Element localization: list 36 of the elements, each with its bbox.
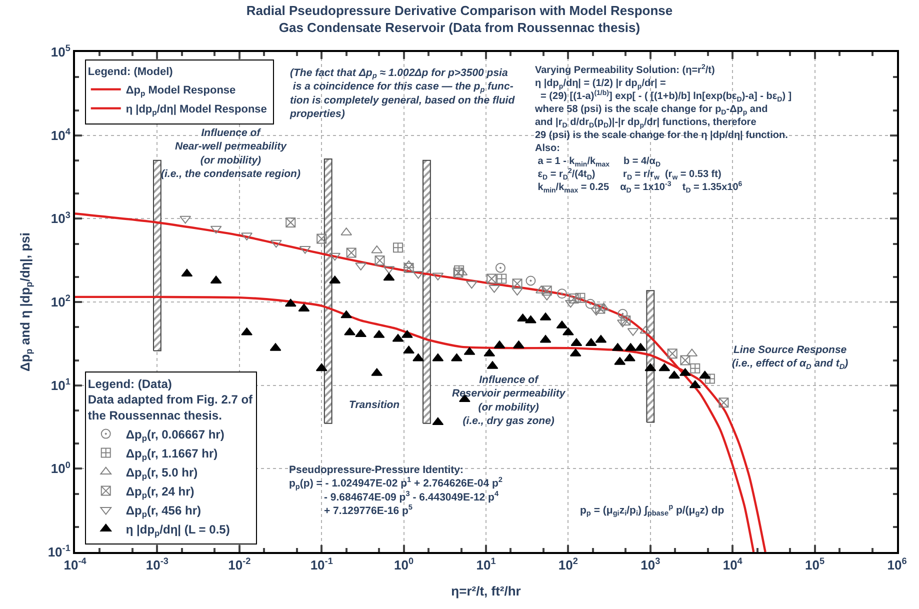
legend-label: Δp$_{p}$(r, 5.0 hr) [126,465,198,481]
text: Pseudopressure-Pressure Identity: p$_{p}$(p) = - 1.024947E-02 p$^{1}$ + 2.764626E-04 p$^{2}$ - 9.684674E-09 p$^{3}$ - 6.443049E-12 p$^{4}$ + 7.129776E-16 p$^{5}$ [289,464,502,517]
y-tick-label: 10$^{1}$ [50,376,70,393]
y-tick-label: 10$^{3}$ [50,210,70,226]
x-tick-label: 10$^{1}$ [476,556,496,573]
legend-label: Δp$_{p}$(r, 24 hr) [126,484,194,500]
x-tick-label: 10$^{3}$ [640,556,660,573]
x-tick-label: 10$^{5}$ [805,556,825,573]
y-tick-label: 10$^{2}$ [50,293,70,310]
y-tick-label: 10$^{5}$ [50,43,70,60]
legend-label: Δp$_{p}$(r, 456 hr) [126,503,201,519]
x-tick-label: 10$^{6}$ [887,556,907,573]
legend-label: Δp$_{p}$(r, 0.06667 hr) [126,427,224,443]
x-tick-label: 10$^{-2}$ [228,556,251,573]
annotation: Transition [349,399,400,411]
x-tick-label: 10$^{0}$ [394,556,414,573]
x-tick-label: 10$^{-1}$ [310,556,333,573]
y-tick-label: 10$^{4}$ [50,126,72,143]
legend-label: η |dp$_{p}$/dη| Model Response [126,104,267,117]
text: Varying Permeability Solution: (η=r$^{2}$/t) η |dp$_{p}$/dη| = (1/2) |r dp$_{p}$/dr| = = (29) [(1-a)$^{(1/b)}$] exp[ - ( [(1+b)/b] ln[exp(bε$_{D}$)-a] - bε$_{D}$) ] where 58 (psi) is the scale change for p$_{D}$-Δp$_{p}$ and and |r$_{D}$ d/dr$_{D}$(p$_{D}$)|-|r dp$_{p}$/dr| functions, therefore 29 (psi) is the scale change for the η |dp/dη| function. Also: a = 1 - k$_{min}$/k$_{max}$ b = 4/α$_{D}$ ε$_{D}$ = r$_{D}$$^{2}$/(4t$_{D}$) r$_{D}$ = r/r$_{w}$ (r$_{w}$ = 0.53 ft) k$_{min}$/k$_{max}$ = 0.25 α$_{D}$ = 1x10$^{-3}$ t$_{D}$ = 1.35x10$^{6}$ [535,64,792,194]
chart-subtitle: Gas Condensate Reservoir (Data from Roussennac thesis) [278,20,640,36]
legend-title: Legend: (Model) [88,66,174,78]
y-tick-label: 10$^{0}$ [50,460,70,476]
text: p$_{p}$ = (μ$_{gi}$z$_{i}$/p$_{i}$) ∫$_{pbase}$$^{p}$ p/(μ$_{g}$z) dp [580,502,724,518]
legend-label: η |dp$_{p}$/dη| (L = 0.5) [126,522,230,538]
legend-label: Δp$_{p}$(r, 1.1667 hr) [126,446,218,462]
annotation: Influence of Reservoir permeability (or mobility) (i.e., dry gas zone) [452,374,566,427]
x-tick-label: 10$^{2}$ [558,556,578,573]
chart-title: Radial Pseudopressure Derivative Comparison with Model Response [246,3,673,18]
annotation: Line Source Response (i.e., effect of α$_{D}$ and t$_{D}$) [732,344,849,371]
x-axis-title: η=r²/t, ft²/hr [451,584,521,599]
annotation: Legend: (Data) Data adapted from Fig. 2.7 of the Roussennac thesis. [88,377,254,422]
x-tick-label: 10$^{-3}$ [146,556,168,573]
legend-label: Δp$_{p}$ Model Response [126,84,236,98]
annotation: (The fact that Δp$_{p}$ ≈ 1.002Δp for p>3500 psia is a coincidence for this case — the p$_{p}$ func- tion is completely general, based on the fluid properties) [289,67,516,120]
x-tick-label: 10$^{4}$ [722,556,744,573]
